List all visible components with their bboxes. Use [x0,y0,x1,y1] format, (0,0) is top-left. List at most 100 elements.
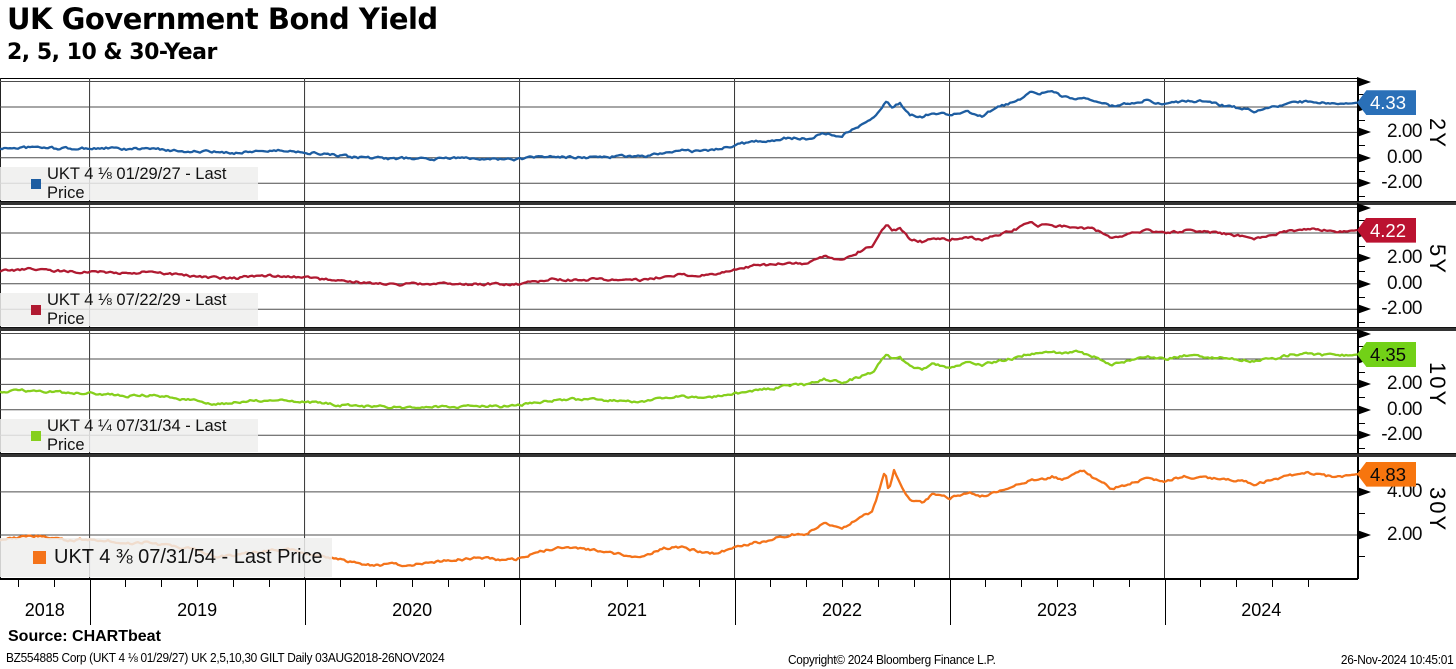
y-minor-tick [1358,120,1365,121]
grid-arrow [1357,202,1371,213]
x-minor-tick [412,580,414,587]
legend-2y: UKT 4 ⅛ 01/29/27 - Last Price [0,164,258,202]
x-minor-tick [340,580,342,587]
year-label: 2020 [392,600,433,620]
x-minor-tick [447,580,449,587]
x-minor-tick [1128,580,1130,587]
x-minor-tick [662,580,664,587]
legend-30y: UKT 4 ⅜ 07/31/54 - Last Price [0,538,332,577]
y-tick-label: 0.00 [1387,398,1422,420]
panel-separator [0,327,1456,331]
y-tick-label: -2.00 [1381,424,1422,446]
x-minor-tick [125,580,127,587]
grid-arrow [1357,529,1371,540]
panel-separator [0,201,1456,205]
panel-5y: 5Y 2.00 0.00 -2.00 UKT 4 ⅛ 07/22/29 - Last… [0,202,1456,328]
legend-swatch-5y [31,304,41,315]
last-price-badge-30y: 4.83 [1357,461,1416,487]
year-divider [89,578,91,625]
grid-arrow [1357,152,1371,163]
legend-5y: UKT 4 ⅛ 07/22/29 - Last Price [0,290,258,328]
page-subtitle: 2, 5, 10 & 30-Year [7,40,217,65]
y-tick-label: 2.00 [1387,121,1422,143]
x-minor-tick [591,580,593,587]
y-minor-tick [1358,297,1365,298]
x-minor-tick [627,580,628,587]
year-label: 2019 [177,600,218,620]
y-minor-tick [1358,271,1365,272]
source-label: Source: CHARTbeat [8,628,161,645]
last-price-badge-10y: 4.35 [1357,342,1416,368]
timestamp: 26-Nov-2024 10:45:01 [1340,653,1454,667]
x-minor-tick [770,580,772,587]
x-minor-tick [913,580,915,587]
x-minor-tick [1057,580,1058,587]
y-minor-tick [1358,322,1365,323]
legend-label-10y: UKT 4 ¼ 07/31/34 - Last Price [47,416,227,454]
panel-30y: 30Y 4.00 2.00 UKT 4 ⅜ 07/31/54 - Last Pri… [0,456,1456,578]
year-divider [519,578,521,625]
security-fine-print: BZ554885 Corp (UKT 4 ⅛ 01/29/27) UK 2,5,… [6,651,445,665]
y-minor-tick [1358,397,1365,398]
x-minor-tick [806,580,808,587]
y-minor-tick [1358,448,1365,449]
year-divider [949,578,951,625]
x-minor-tick [483,580,485,587]
grid-arrow [1357,253,1371,264]
year-label: 2024 [1241,600,1282,620]
y-minor-tick [1358,423,1365,424]
line-plot-10y [0,330,1359,453]
x-minor-tick [17,580,19,587]
legend-swatch-2y [31,178,41,189]
y-tick-label: -2.00 [1381,172,1422,194]
y-tick-label: 2.00 [1387,523,1422,545]
last-price-badge-2y: 4.33 [1357,90,1416,116]
x-minor-tick [161,580,163,587]
x-minor-tick [1272,580,1273,587]
x-minor-tick [1200,580,1202,587]
x-minor-tick [268,580,270,587]
legend-label-2y: UKT 4 ⅛ 01/29/27 - Last Price [47,164,227,202]
y-minor-tick [1358,220,1365,221]
legend-label-30y: UKT 4 ⅜ 07/31/54 - Last Price [54,546,323,568]
y-tick-label: 2.00 [1387,247,1422,269]
grid-arrow [1357,278,1371,289]
x-minor-tick [698,580,700,587]
y-minor-tick [1358,556,1365,557]
legend-swatch-10y [31,430,41,441]
x-minor-tick [376,580,378,587]
axis-label-5y: 5Y [1425,243,1450,275]
axis-label-30y: 30Y [1425,487,1450,533]
x-minor-tick [1307,580,1309,587]
y-minor-tick [1358,246,1365,247]
y-tick-label: 0.00 [1387,272,1422,294]
year-divider [304,578,306,625]
grid-arrow [1357,430,1371,441]
x-minor-tick [1236,580,1238,587]
x-minor-tick [1092,580,1094,587]
grid-arrow [1357,76,1371,87]
y-minor-tick [1358,513,1365,514]
axis-label-2y: 2Y [1425,117,1450,149]
year-label: 2023 [1036,600,1078,620]
y-tick-label: 2.00 [1387,373,1422,395]
y-minor-tick [1358,171,1365,172]
grid-arrow [1357,404,1371,415]
x-axis-line [0,578,1358,580]
y-tick-label: 0.00 [1387,146,1422,168]
legend-label-5y: UKT 4 ⅛ 07/22/29 - Last Price [47,290,227,328]
x-minor-tick [53,580,55,587]
y-minor-tick [1358,196,1365,197]
y-minor-tick [1358,372,1365,373]
y-minor-tick [1358,346,1365,347]
y-minor-tick [1358,94,1365,95]
x-minor-tick [877,580,879,587]
year-divider [1164,578,1166,625]
legend-10y: UKT 4 ¼ 07/31/34 - Last Price [0,416,258,454]
grid-arrow [1357,486,1371,497]
grid-arrow [1357,178,1371,189]
y-tick-label: -2.00 [1381,298,1422,320]
x-minor-tick [197,580,199,587]
x-minor-tick [555,580,557,587]
year-label: 2022 [821,600,863,620]
